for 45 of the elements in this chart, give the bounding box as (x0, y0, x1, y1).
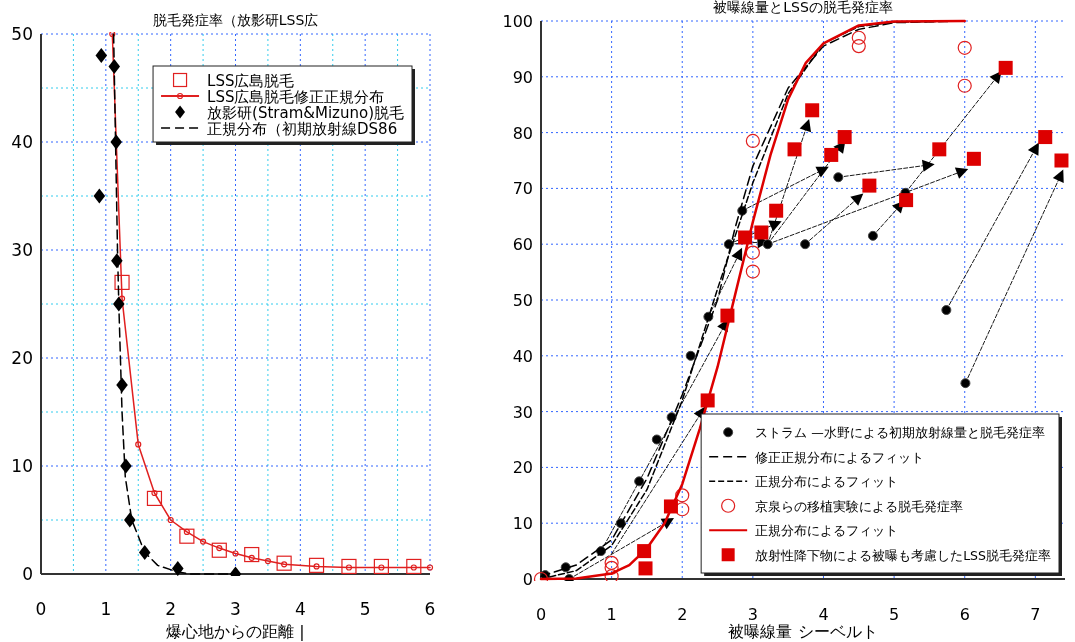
x-tick-label: 6 (424, 599, 436, 619)
x-tick-label: 2 (165, 599, 177, 619)
x-tick-label: 4 (294, 599, 306, 619)
y-tick-label: 0 (522, 570, 533, 589)
x-tick-label: 3 (230, 599, 241, 619)
legend-label: ストラム —水野による初期放射線量と脱毛発症率 (755, 425, 1045, 440)
y-tick-label: 90 (512, 67, 533, 87)
y-tick-label: 80 (512, 123, 533, 143)
x-axis-title: 爆心地からの距離 | (166, 622, 305, 641)
x-tick-label: 0 (535, 605, 547, 624)
x-axis-title: 被曝線量 シーベルト (728, 622, 878, 641)
y-tick-label: 20 (512, 458, 533, 478)
x-tick-label: 5 (359, 599, 371, 619)
x-tick-label: 2 (677, 605, 688, 624)
x-tick-label: 0 (35, 599, 47, 619)
x-tick-label: 7 (1030, 605, 1041, 624)
legend-label: 京泉らの移植実験による脱毛発症率 (755, 498, 964, 514)
y-tick-label: 50 (512, 291, 533, 310)
x-tick-label: 5 (889, 605, 900, 624)
y-tick-label: 60 (512, 235, 533, 255)
y-tick-label: 10 (11, 456, 33, 476)
x-tick-label: 1 (100, 599, 112, 619)
x-tick-label: 3 (747, 605, 758, 624)
legend-label: LSS広島脱毛修正正規分布 (207, 87, 385, 106)
y-tick-label: 100 (502, 12, 533, 31)
y-tick-label: 20 (11, 348, 33, 368)
y-tick-label: 40 (11, 132, 33, 152)
legend-label: 正規分布によるフィット (755, 523, 899, 538)
legend-label: LSS広島脱毛 (207, 71, 295, 90)
x-tick-label: 4 (818, 605, 829, 624)
y-tick-label: 70 (512, 179, 533, 199)
legend-label: 放影研(Stram&Mizuno)脱毛 (207, 103, 404, 122)
legend-label: 放射性降下物による被曝も考慮したLSS脱毛発症率 (755, 547, 1051, 563)
y-tick-label: 40 (512, 346, 533, 366)
legend-label: 修正正規分布によるフィット (755, 449, 925, 465)
y-tick-label: 30 (512, 402, 533, 422)
y-tick-label: 0 (22, 564, 33, 584)
chart-title: 脱毛発症率（放影研LSS広 (152, 12, 319, 28)
chart-title: 被曝線量とLSSの脱毛発症率 (713, 0, 893, 15)
legend-label: 正規分布によるフィット (755, 474, 899, 489)
x-tick-label: 6 (959, 605, 970, 624)
y-tick-label: 30 (11, 240, 33, 260)
x-tick-label: 1 (606, 605, 617, 624)
y-tick-label: 50 (11, 24, 33, 44)
y-tick-label: 10 (512, 514, 533, 534)
